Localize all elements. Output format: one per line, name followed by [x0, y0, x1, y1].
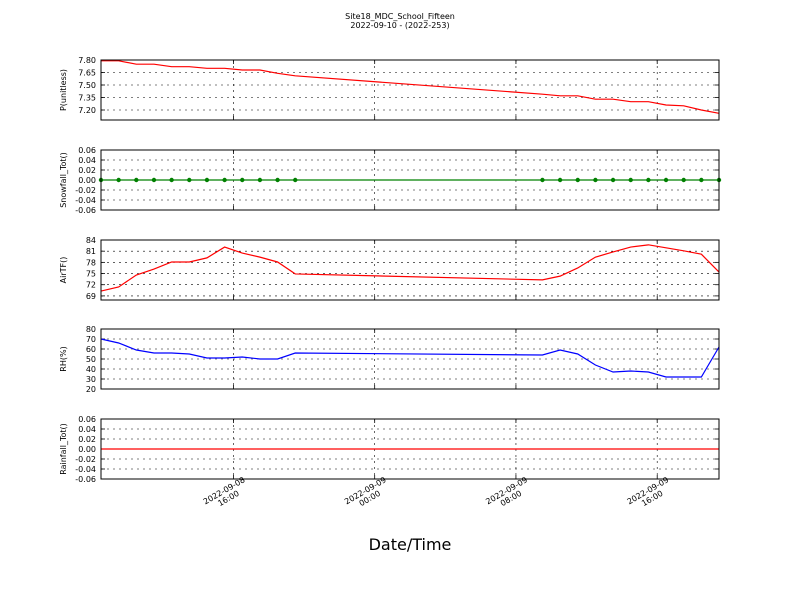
y-tick-label: 7.20 — [78, 106, 96, 115]
y-tick-label: 75 — [86, 270, 96, 279]
y-tick-label: 80 — [86, 325, 96, 334]
y-tick-label: -0.02 — [75, 186, 96, 195]
data-point — [557, 177, 563, 183]
data-point — [204, 177, 210, 183]
data-point — [628, 177, 633, 183]
y-axis-label: P(unitless) — [59, 69, 68, 111]
data-point — [134, 177, 139, 183]
chart-subtitle: 2022-09-10 - (2022-253) — [350, 21, 449, 30]
y-tick-label: 7.65 — [78, 69, 96, 78]
data-point — [646, 177, 651, 183]
y-tick-label: 0.04 — [78, 425, 96, 434]
y-tick-label: 30 — [86, 375, 96, 384]
data-point — [257, 177, 263, 183]
data-point — [575, 177, 580, 183]
plot-frame — [100, 59, 720, 121]
y-tick-label: 60 — [86, 345, 96, 354]
y-tick-label: -0.06 — [75, 206, 96, 215]
y-tick-label: 72 — [86, 281, 96, 290]
x-tick-label: 2022-09-0816:00 — [202, 475, 251, 514]
y-tick-label: 0.02 — [78, 435, 96, 444]
y-tick-label: -0.06 — [75, 475, 96, 484]
data-point — [663, 177, 669, 183]
plot-frame — [100, 149, 720, 211]
data-point — [610, 177, 616, 183]
y-tick-label: -0.04 — [75, 465, 96, 474]
x-tick-label: 2022-09-0900:00 — [343, 475, 392, 514]
y-tick-label: 0.04 — [78, 156, 96, 165]
data-point — [293, 177, 298, 183]
y-axis-label: AirTF() — [59, 257, 68, 284]
data-point — [151, 177, 157, 183]
y-axis-label: Snowfall_Tot() — [59, 152, 68, 208]
y-tick-label: -0.04 — [75, 196, 96, 205]
plot-frame — [100, 418, 720, 480]
y-tick-label: 81 — [86, 247, 96, 256]
x-tick-label: 2022-09-0908:00 — [484, 475, 533, 514]
data-point — [699, 177, 704, 183]
data-point — [116, 177, 121, 183]
data-point — [169, 177, 174, 183]
y-tick-label: 0.00 — [78, 176, 96, 185]
y-tick-label: 7.35 — [78, 94, 96, 103]
x-tick-label: 2022-09-0916:00 — [626, 475, 675, 514]
x-axis-label: Date/Time — [369, 535, 452, 554]
y-tick-label: 7.80 — [78, 56, 96, 65]
data-point — [240, 177, 245, 183]
y-tick-label: 20 — [86, 385, 96, 394]
y-tick-label: 70 — [86, 335, 96, 344]
y-axis-label: Rainfall_Tot() — [59, 423, 68, 475]
chart-title: Site18_MDC_School_Fifteen — [345, 12, 455, 21]
y-tick-label: 0.06 — [78, 146, 96, 155]
y-axis-label: RH(%) — [59, 346, 68, 371]
y-tick-label: 7.50 — [78, 81, 96, 90]
series-line — [100, 244, 720, 292]
data-point — [681, 177, 686, 183]
y-tick-label: 0.06 — [78, 415, 96, 424]
y-tick-label: 0.00 — [78, 445, 96, 454]
y-tick-label: -0.02 — [75, 455, 96, 464]
series-line — [101, 60, 720, 114]
series-line — [100, 338, 720, 378]
y-tick-label: 50 — [86, 355, 96, 364]
data-point — [187, 177, 192, 183]
data-point — [222, 177, 227, 183]
y-tick-label: 40 — [86, 365, 96, 374]
data-point — [593, 177, 598, 183]
y-tick-label: 78 — [86, 258, 96, 267]
y-tick-label: 0.02 — [78, 166, 96, 175]
plot-frame — [100, 328, 720, 390]
data-point — [275, 177, 280, 183]
y-tick-label: 84 — [86, 236, 96, 245]
data-point — [540, 177, 545, 183]
plot-frame — [100, 239, 720, 301]
y-tick-label: 69 — [86, 292, 96, 301]
